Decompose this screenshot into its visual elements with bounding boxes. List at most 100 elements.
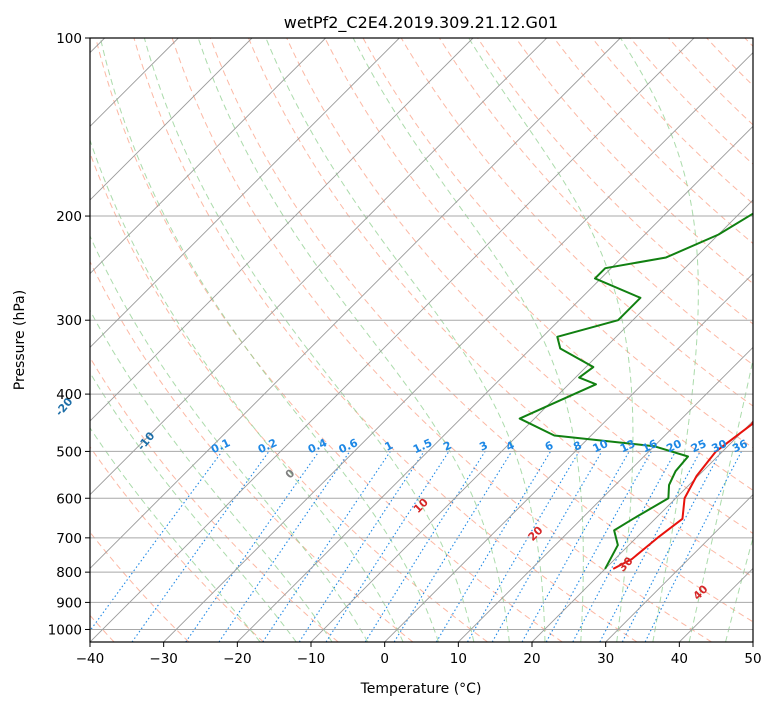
x-tick-label: 40 <box>671 651 688 667</box>
moist-adiabat-line <box>352 38 584 642</box>
mixing-ratio-label: 16 <box>640 437 660 455</box>
mixing-ratio-line <box>621 451 722 642</box>
isotherm-line <box>458 346 753 642</box>
isotherm-line <box>163 52 753 642</box>
y-tick-label: 900 <box>56 595 82 611</box>
contour-labels: 0.10.20.40.611.52346810131620253036-100-… <box>53 395 750 603</box>
mixing-ratio-line <box>521 451 630 642</box>
mixing-ratio-line <box>545 451 652 642</box>
mixing-ratio-label: 25 <box>689 437 708 455</box>
mixing-ratio-label: 0.4 <box>306 436 329 456</box>
dry-adiabat-line <box>90 260 414 642</box>
dry-adiabat-line <box>90 531 190 642</box>
mixing-ratio-label: 1.5 <box>411 436 434 456</box>
x-tick-label: −30 <box>149 651 178 667</box>
axes: −40 −30 −20 −10 0 10 20 30 40 50 100 200 300 400 500 60… <box>48 31 762 667</box>
dry-adiabat-line <box>248 38 753 578</box>
isotherm-line <box>90 38 547 496</box>
mixing-ratio-label: 0.6 <box>337 436 360 456</box>
mixing-ratio-line <box>185 451 320 642</box>
x-tick-label: −10 <box>297 651 326 667</box>
plot-frame <box>89 37 754 643</box>
dry-adiabat-line <box>90 151 488 642</box>
moist-adiabat-line <box>468 38 634 642</box>
mixing-ratio-line <box>599 451 701 642</box>
isotherm-line <box>310 199 753 642</box>
mixing-ratio-line <box>90 451 223 632</box>
dry-adiabat-label: -10 <box>135 429 158 453</box>
x-tick-label: −40 <box>76 651 105 667</box>
x-tick-label: 10 <box>450 651 467 667</box>
sounding-lines <box>518 212 753 570</box>
dewpoint-line <box>518 212 753 570</box>
moist-adiabat-line <box>725 536 753 642</box>
mixing-ratio-label: 30 <box>710 437 730 455</box>
x-tick-label: 0 <box>380 651 389 667</box>
dry-adiabat-line <box>515 38 753 285</box>
dry-adiabat-line <box>553 38 753 245</box>
x-tick-label: 20 <box>523 651 540 667</box>
dry-adiabat-line <box>668 38 753 126</box>
y-tick-label: 700 <box>56 531 82 547</box>
mixing-ratio-label: 36 <box>730 437 750 455</box>
dry-adiabat-line <box>133 38 638 642</box>
dry-adiabat-line <box>706 38 753 87</box>
dry-adiabat-line <box>171 38 712 642</box>
mixing-ratio-line <box>644 451 742 642</box>
mixing-ratio-label: 20 <box>664 437 684 455</box>
isotherm-line <box>90 38 400 348</box>
x-tick-label: 50 <box>744 651 761 667</box>
mixing-ratio-line <box>572 451 677 642</box>
moist-adiabat-label: 40 <box>691 582 711 602</box>
isotherm-line <box>384 273 753 642</box>
x-axis-label: Temperature (°C) <box>360 681 482 697</box>
y-tick-label: 600 <box>56 491 82 507</box>
background-lines <box>90 38 753 642</box>
y-tick-label: 400 <box>56 387 82 403</box>
mixing-ratio-line <box>325 451 450 642</box>
isotherm-line <box>90 38 326 275</box>
mixing-ratio-label: 10 <box>591 437 611 455</box>
moist-adiabat-line <box>90 309 333 642</box>
moist-adiabat-line <box>99 38 439 642</box>
mixing-ratio-label: 13 <box>618 437 637 455</box>
mixing-ratio-line <box>262 451 391 642</box>
dry-adiabat-line <box>591 38 753 205</box>
mixing-ratio-line <box>435 451 552 642</box>
dry-adiabat-line <box>286 38 753 534</box>
temperature-line <box>612 419 753 570</box>
isotherm-line <box>605 494 753 642</box>
dry-adiabat-line <box>324 38 753 491</box>
x-tick-label: −20 <box>223 651 252 667</box>
mixing-ratio-line <box>393 451 513 642</box>
isotherm-line <box>237 125 753 642</box>
moist-adiabat-line <box>620 38 699 642</box>
moist-adiabat-line <box>90 234 369 642</box>
dry-adiabat-line <box>90 445 264 642</box>
y-tick-label: 100 <box>56 31 82 47</box>
moist-adiabat-line <box>688 357 753 642</box>
y-tick-label: 1000 <box>48 622 82 638</box>
moist-adiabat-line <box>90 371 297 642</box>
isotherm-line <box>90 38 253 201</box>
isotherm-line <box>679 567 753 642</box>
moist-adiabat-line <box>90 427 261 642</box>
moist-adiabat-line <box>90 138 404 642</box>
y-tick-label: 500 <box>56 444 82 460</box>
isotherm-line <box>90 38 621 569</box>
dry-adiabat-line <box>90 356 339 642</box>
y-tick-label: 300 <box>56 313 82 329</box>
moist-adiabat-line <box>197 38 510 642</box>
isotherm-line <box>90 38 695 642</box>
mixing-ratio-line <box>298 451 425 642</box>
mixing-ratio-line <box>218 451 351 642</box>
y-tick-label: 800 <box>56 565 82 581</box>
y-tick-label: 200 <box>56 209 82 225</box>
isotherm-line <box>531 420 753 642</box>
moist-adiabat-line <box>265 38 546 642</box>
moist-adiabat-line <box>143 38 475 642</box>
mixing-ratio-line <box>364 451 486 642</box>
moist-adiabat-label: 20 <box>526 524 546 544</box>
isotherm-line <box>752 641 753 642</box>
x-tick-label: 30 <box>597 651 614 667</box>
